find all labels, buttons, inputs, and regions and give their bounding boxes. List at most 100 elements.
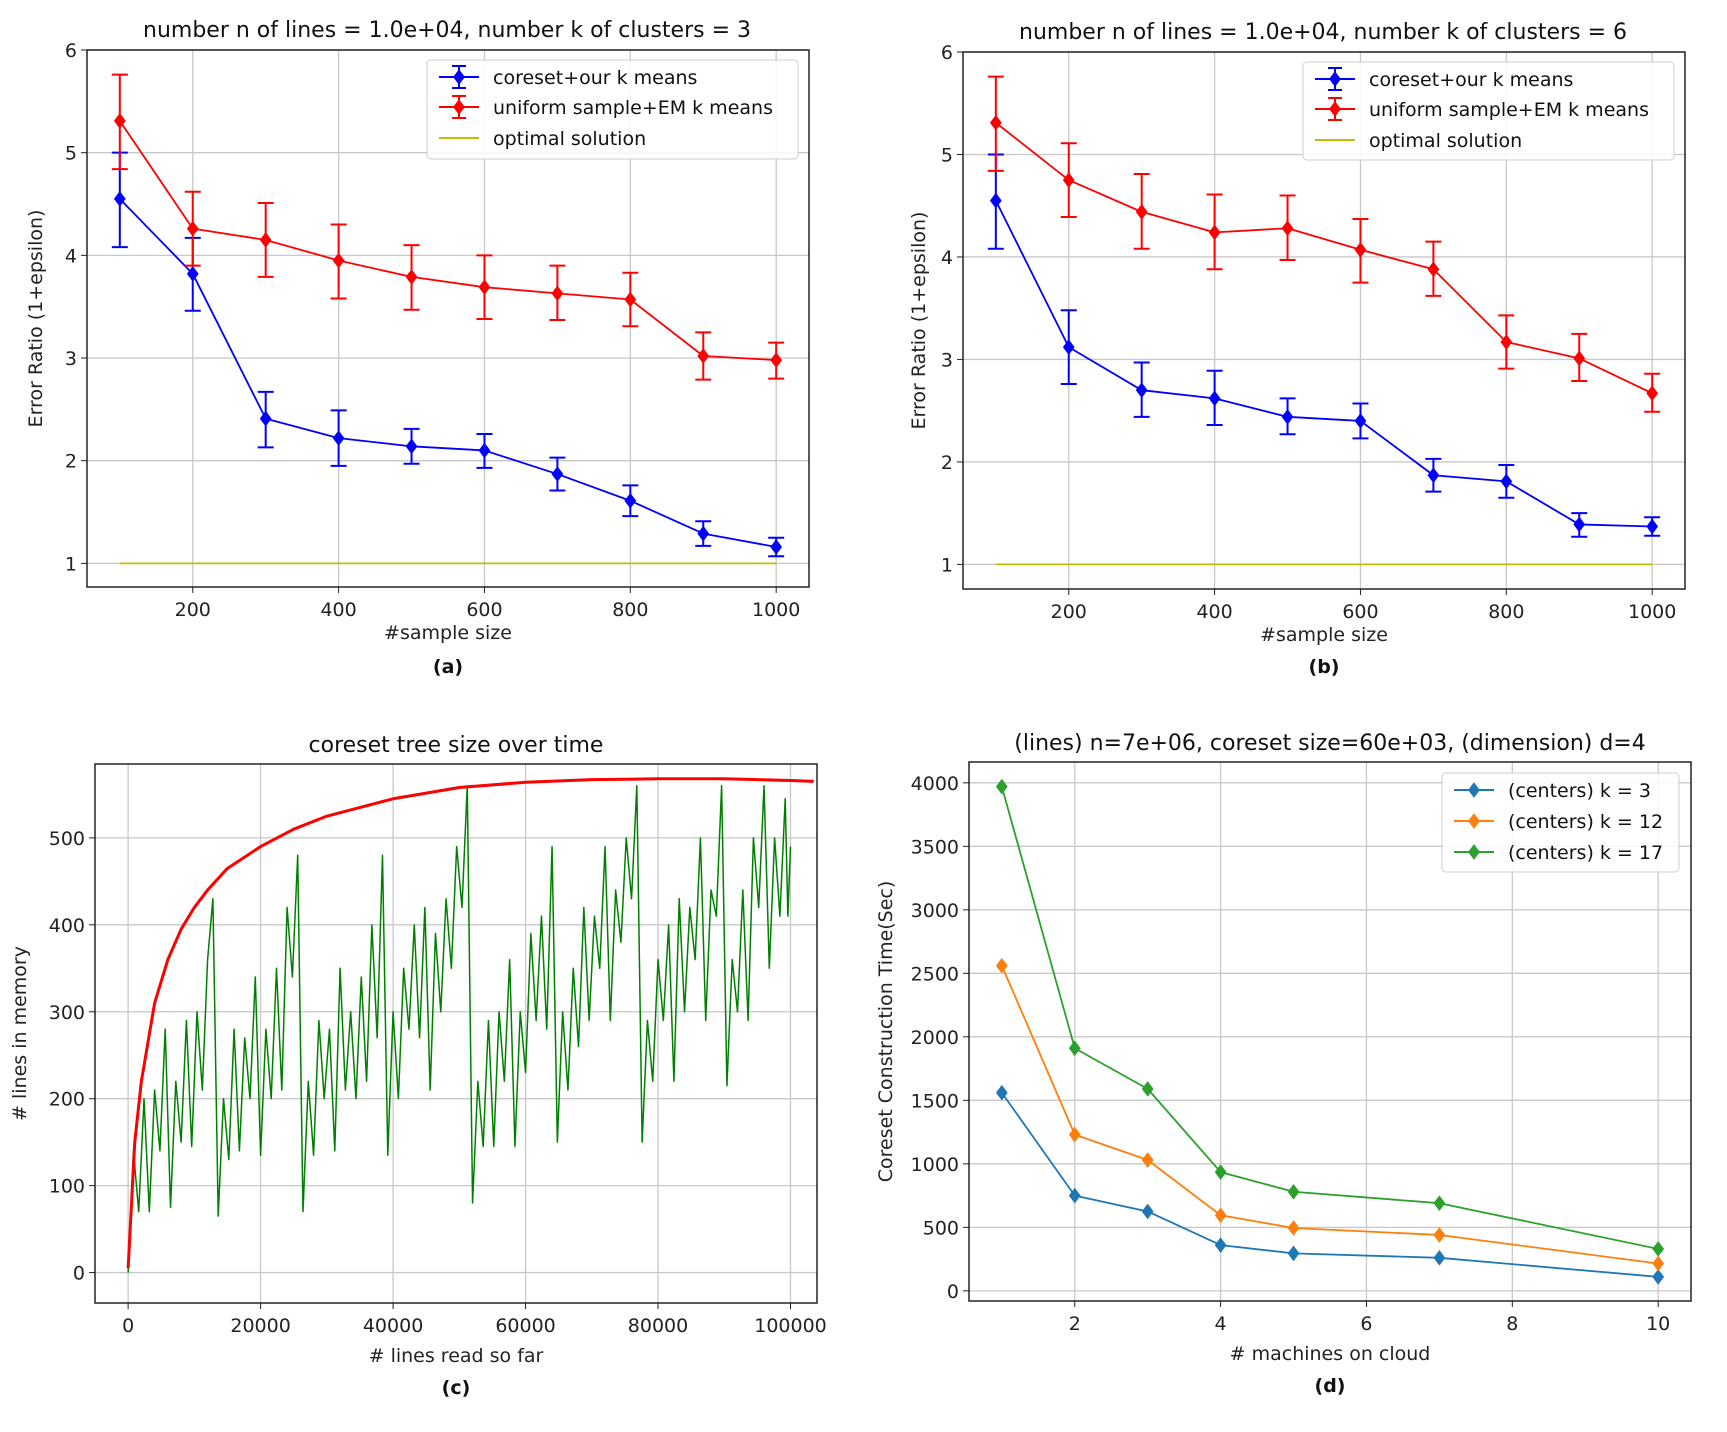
axes-frame [962,51,1686,590]
x-tick-label: 4 [1215,1313,1227,1335]
series-0 [127,784,792,1273]
series-line [126,777,814,1269]
data-point [551,285,564,302]
chart-title: coreset tree size over time [309,733,604,758]
y-tick-label: 1500 [911,1090,959,1112]
data-point [1287,1220,1300,1236]
y-tick-label: 5 [941,144,953,166]
data-point [1652,1241,1665,1257]
data-point [624,291,637,308]
y-tick-label: 4 [65,245,77,267]
panel-caption: (d) [1315,1375,1346,1397]
series-2 [995,778,1665,1257]
data-point [1646,385,1659,402]
x-tick-label: 10 [1646,1313,1670,1335]
y-tick-label: 5 [65,143,77,165]
chart-panel-d: 2 4 6 8 10 0 500 1000 1500 2000 2500 3000 3500 4000 (l… [875,731,1692,1397]
y-tick-label: 4000 [911,773,959,795]
x-tick-label: 1000 [752,599,800,621]
data-point [624,492,637,509]
y-tick-label: 2 [941,452,953,474]
y-tick-label: 6 [941,42,953,64]
y-axis-label: Error Ratio (1+epsilon) [908,212,930,430]
data-point [1068,1040,1081,1057]
chart-title: number n of lines = 1.0e+04, number k of… [1019,20,1627,45]
y-axis-label: Coreset Construction Time(Sec) [875,881,897,1183]
y-tick-label: 0 [73,1263,85,1285]
data-point [1427,261,1440,278]
legend-label: coreset+our k means [493,67,697,89]
data-point [405,438,418,455]
data-point [1068,1126,1081,1143]
x-tick-label: 200 [1051,601,1087,623]
x-tick-label: 600 [466,599,502,621]
x-tick-label: 6 [1360,1313,1372,1335]
data-point [1433,1227,1446,1243]
data-point [1141,1081,1154,1097]
legend-box [1302,61,1675,161]
data-point [186,266,199,282]
series-1 [126,777,814,1269]
x-axis-label: #sample size [1260,624,1388,646]
legend-box [1441,772,1680,873]
series-0 [111,151,785,558]
legend-label: (centers) k = 12 [1508,811,1663,833]
y-tick-label: 1 [941,554,953,576]
x-tick-label: 400 [1196,601,1232,623]
panel-caption: (a) [433,656,463,678]
data-point [1214,1164,1227,1180]
data-point [770,539,783,555]
data-point [1573,350,1586,367]
data-point [697,348,710,364]
legend-marker [1468,813,1480,829]
data-point [1427,467,1440,484]
data-point [332,252,345,269]
legend: coreset+our k means uniform sample+EM k m… [1302,61,1675,161]
data-point [1135,382,1148,399]
data-point [1062,339,1075,355]
y-tick-label: 100 [49,1176,85,1198]
legend-marker [1329,71,1341,87]
y-tick-label: 1000 [911,1154,959,1176]
data-point [1652,1255,1665,1272]
chart-panel-b: 200 400 600 800 1000 1 2 3 4 5 6 number n of lines … [908,20,1686,678]
data-point [1141,1152,1154,1168]
x-tick-label: 40000 [363,1315,423,1337]
data-point [1354,413,1367,429]
series-line [995,200,1653,528]
data-point [1281,220,1294,237]
y-tick-label: 2500 [911,963,959,985]
data-point [1214,1207,1227,1224]
data-point [1208,224,1221,241]
legend-marker [1468,782,1480,798]
y-tick-label: 500 [49,828,85,850]
panel-caption: (b) [1309,656,1340,678]
y-tick-label: 300 [49,1002,85,1024]
data-point [1573,516,1586,533]
y-tick-label: 4 [941,247,953,269]
y-tick-label: 1 [65,553,77,575]
y-tick-label: 2000 [911,1027,959,1049]
x-tick-label: 20000 [230,1315,290,1337]
x-tick-label: 80000 [628,1315,688,1337]
data-point [113,113,126,129]
data-point [989,114,1002,131]
y-axis-label: # lines in memory [9,946,31,1121]
legend-label: (centers) k = 3 [1508,780,1651,802]
x-tick-label: 600 [1342,601,1378,623]
plot-area [995,778,1665,1285]
plot-area [987,75,1661,566]
data-point [259,232,272,248]
plot-area [126,777,814,1273]
series-1 [987,75,1661,413]
data-point [1433,1249,1446,1266]
data-point [186,220,199,237]
data-point [1652,1269,1665,1285]
series-line [119,198,777,548]
chart-title: (lines) n=7e+06, coreset size=60e+03, (d… [1014,731,1645,756]
axes-frame [94,763,818,1304]
data-point [1062,172,1075,188]
legend-label: uniform sample+EM k means [493,97,773,119]
y-tick-label: 3 [65,348,77,370]
data-point [1141,1203,1154,1220]
